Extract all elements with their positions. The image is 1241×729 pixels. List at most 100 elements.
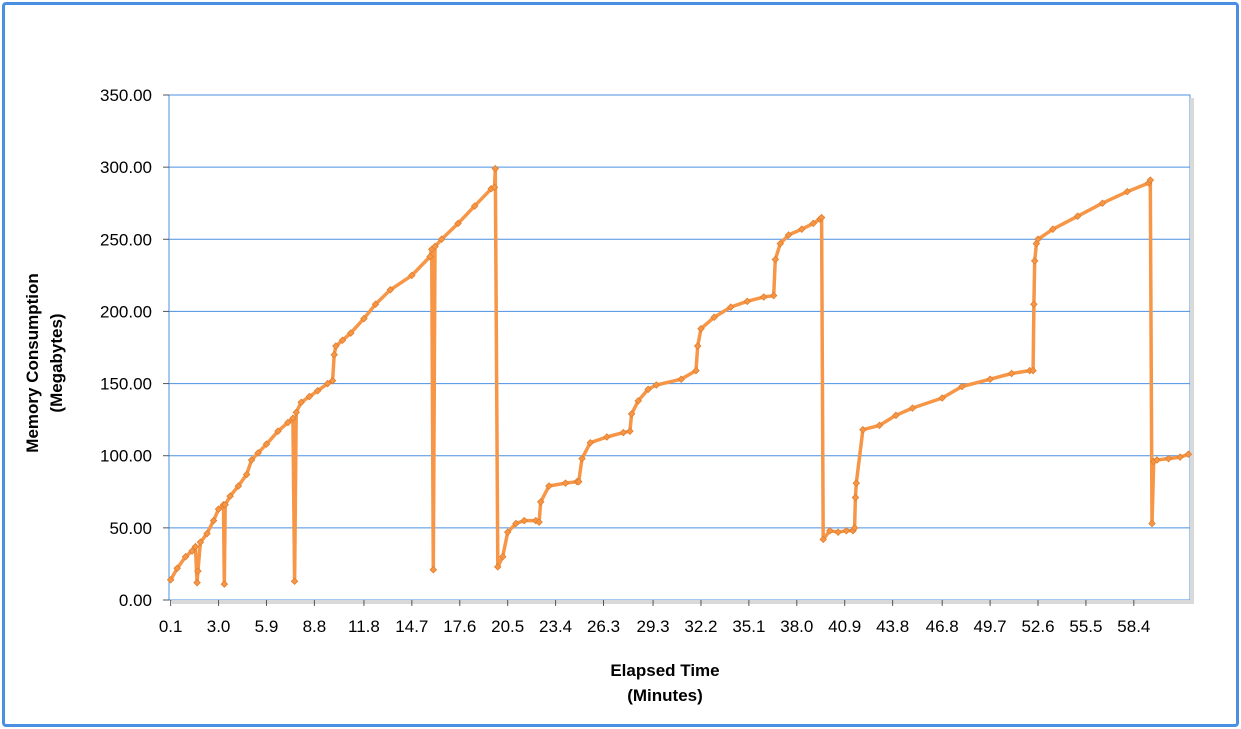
data-point: [371, 300, 380, 308]
y-axis-title-line1: Memory Consumption: [23, 273, 42, 452]
data-point: [817, 213, 826, 222]
data-point: [330, 350, 338, 359]
data-point: [826, 526, 834, 535]
x-tick-label: 17.6: [443, 617, 476, 636]
data-point: [797, 225, 806, 233]
data-point: [627, 410, 636, 418]
data-point: [289, 414, 297, 422]
plot-area: [168, 94, 1191, 601]
data-point: [834, 528, 842, 536]
data-point: [771, 255, 780, 264]
data-point: [503, 528, 512, 536]
data-point: [1146, 176, 1155, 184]
data-point: [1049, 225, 1057, 233]
data-point: [242, 470, 251, 479]
data-point: [203, 529, 211, 538]
data-point: [859, 425, 867, 434]
data-point: [426, 252, 434, 261]
data-point: [536, 498, 545, 506]
data-point: [221, 501, 229, 509]
data-point: [842, 526, 851, 535]
data-point: [498, 552, 507, 561]
data-point: [892, 411, 900, 420]
data-point: [386, 286, 395, 294]
x-tick-label: 29.3: [637, 617, 670, 636]
data-point: [875, 421, 884, 430]
data-point: [578, 454, 586, 463]
data-point: [619, 428, 628, 437]
data-point: [491, 164, 500, 173]
data-point: [284, 418, 292, 427]
data-point: [247, 456, 256, 464]
y-axis-ticks: 0.00 50.00 100.00 150.00 200.00 250.00 300.00 3…: [100, 86, 169, 610]
data-point: [1073, 212, 1082, 220]
data-point: [328, 376, 337, 385]
data-point: [323, 379, 332, 388]
data-point: [986, 375, 994, 384]
data-point: [346, 329, 355, 337]
y-tick-label: 200.00: [100, 302, 152, 321]
data-point: [1034, 235, 1042, 244]
shadow-bottom: [172, 600, 1194, 604]
data-point: [262, 440, 271, 448]
series-line: [168, 166, 1191, 586]
data-point: [297, 398, 305, 407]
data-point: [193, 578, 201, 587]
data-point: [454, 219, 462, 228]
x-axis-ticks: 0.1 3.0 5.9 8.8 11.8 14.7 17.6 20.5 23.4 26.3 29.3…: [159, 600, 1150, 636]
data-point: [1184, 450, 1193, 459]
data-point: [191, 542, 200, 551]
data-point: [626, 427, 634, 435]
data-point: [852, 479, 861, 487]
y-tick-label: 350.00: [100, 86, 152, 105]
x-tick-label: 52.6: [1021, 617, 1054, 636]
x-tick-label: 20.5: [491, 617, 524, 636]
x-tick-label: 55.5: [1069, 617, 1102, 636]
data-point: [234, 482, 243, 490]
data-point: [209, 516, 218, 525]
data-point: [652, 381, 661, 389]
data-point: [1176, 453, 1184, 461]
data-point: [644, 385, 652, 394]
data-point: [726, 303, 735, 311]
x-tick-label: 43.8: [876, 617, 909, 636]
data-point: [586, 438, 595, 447]
data-point: [809, 219, 818, 228]
data-point: [603, 433, 611, 441]
series-memory: [166, 164, 1193, 588]
data-point: [850, 524, 859, 532]
data-point: [851, 493, 860, 502]
y-tick-label: 100.00: [100, 447, 152, 466]
data-point: [1123, 187, 1131, 196]
data-point: [494, 563, 502, 571]
data-point: [274, 427, 282, 435]
data-point: [254, 449, 262, 457]
data-point: [692, 366, 700, 375]
x-tick-label: 32.2: [684, 617, 717, 636]
data-point: [1098, 199, 1107, 207]
plot-shadow: [172, 98, 1194, 604]
data-point: [535, 518, 543, 526]
data-point: [743, 297, 752, 306]
y-tick-label: 250.00: [100, 230, 152, 249]
data-point: [194, 567, 202, 575]
data-point: [290, 577, 299, 586]
data-point: [759, 293, 768, 301]
x-tick-label: 11.8: [348, 617, 380, 636]
grid-lines: [169, 94, 1190, 529]
data-point: [188, 547, 196, 555]
data-point: [697, 324, 705, 333]
data-point: [561, 479, 570, 487]
data-point: [776, 239, 785, 248]
data-point: [512, 519, 520, 528]
data-point: [332, 342, 340, 350]
y-tick-label: 150.00: [100, 375, 152, 394]
data-point: [574, 477, 583, 486]
data-point: [1030, 257, 1039, 265]
x-tick-label: 5.9: [255, 617, 279, 636]
data-point: [431, 242, 439, 251]
data-point: [710, 313, 718, 321]
shadow-right: [1190, 98, 1194, 603]
x-axis-title-line1: Elapsed Time: [610, 661, 719, 680]
